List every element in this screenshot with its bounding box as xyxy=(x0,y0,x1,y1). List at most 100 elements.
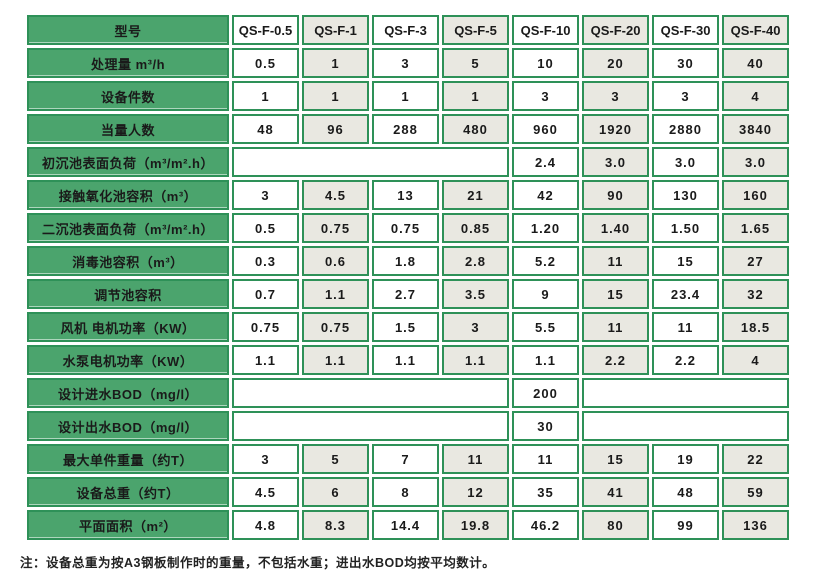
value-cell: 1.50 xyxy=(652,213,719,243)
value-cell: 11 xyxy=(442,444,509,474)
value-cell: 27 xyxy=(722,246,789,276)
value-cell: 3 xyxy=(232,444,299,474)
model-col-header: QS-F-0.5 xyxy=(232,15,299,45)
table-row: 消毒池容积（m³） 0.3 0.6 1.8 2.8 5.2 11 15 27 xyxy=(27,246,789,276)
value-cell: 19 xyxy=(652,444,719,474)
value-cell: 0.75 xyxy=(372,213,439,243)
value-cell: 0.5 xyxy=(232,213,299,243)
row-label-cell: 平面面积（m²） xyxy=(27,510,229,540)
value-cell: 1.8 xyxy=(372,246,439,276)
value-cell: 1.1 xyxy=(442,345,509,375)
row-label-cell: 当量人数 xyxy=(27,114,229,144)
row-label-cell: 二沉池表面负荷（m³/m².h） xyxy=(27,213,229,243)
row-label-cell: 接触氧化池容积（m³） xyxy=(27,180,229,210)
value-cell: 4 xyxy=(722,345,789,375)
value-cell: 480 xyxy=(442,114,509,144)
value-cell: 2.4 xyxy=(512,147,579,177)
value-cell: 960 xyxy=(512,114,579,144)
table-row: 设计出水BOD（mg/l） 30 xyxy=(27,411,789,441)
value-cell: 80 xyxy=(582,510,649,540)
value-cell: 4.5 xyxy=(232,477,299,507)
value-cell: 30 xyxy=(512,411,579,441)
table-row: 设备总重（约T） 4.5 6 8 12 35 41 48 59 xyxy=(27,477,789,507)
value-cell: 11 xyxy=(582,312,649,342)
table-row: 平面面积（m²） 4.8 8.3 14.4 19.8 46.2 80 99 13… xyxy=(27,510,789,540)
table-row: 当量人数 48 96 288 480 960 1920 2880 3840 xyxy=(27,114,789,144)
value-cell: 3.5 xyxy=(442,279,509,309)
value-cell: 15 xyxy=(652,246,719,276)
value-cell: 48 xyxy=(232,114,299,144)
value-cell: 1920 xyxy=(582,114,649,144)
row-label-cell: 消毒池容积（m³） xyxy=(27,246,229,276)
value-cell: 200 xyxy=(512,378,579,408)
value-cell: 99 xyxy=(652,510,719,540)
value-cell: 13 xyxy=(372,180,439,210)
row-label-cell: 设备件数 xyxy=(27,81,229,111)
note-text: 注：设备总重为按A3钢板制作时的重量，不包括水重；进出水BOD均按平均数计。 xyxy=(20,556,496,570)
value-cell: 10 xyxy=(512,48,579,78)
value-cell: 160 xyxy=(722,180,789,210)
row-label-cell: 水泵电机功率（KW） xyxy=(27,345,229,375)
value-cell: 19.8 xyxy=(442,510,509,540)
value-cell: 4 xyxy=(722,81,789,111)
value-cell: 130 xyxy=(652,180,719,210)
row-label-cell: 调节池容积 xyxy=(27,279,229,309)
row-label-cell: 风机 电机功率（KW） xyxy=(27,312,229,342)
value-cell: 1.5 xyxy=(372,312,439,342)
model-col-header: QS-F-30 xyxy=(652,15,719,45)
value-cell: 3 xyxy=(442,312,509,342)
value-cell: 0.75 xyxy=(232,312,299,342)
empty-cell xyxy=(582,411,789,441)
value-cell: 0.3 xyxy=(232,246,299,276)
value-cell: 3 xyxy=(582,81,649,111)
value-cell: 48 xyxy=(652,477,719,507)
value-cell: 0.6 xyxy=(302,246,369,276)
value-cell: 0.5 xyxy=(232,48,299,78)
value-cell: 2.8 xyxy=(442,246,509,276)
value-cell: 96 xyxy=(302,114,369,144)
value-cell: 41 xyxy=(582,477,649,507)
value-cell: 0.75 xyxy=(302,312,369,342)
table-row: 处理量 m³/h 0.5 1 3 5 10 20 30 40 xyxy=(27,48,789,78)
value-cell: 3.0 xyxy=(582,147,649,177)
table-row: 调节池容积 0.7 1.1 2.7 3.5 9 15 23.4 32 xyxy=(27,279,789,309)
value-cell: 3 xyxy=(232,180,299,210)
value-cell: 9 xyxy=(512,279,579,309)
value-cell: 1 xyxy=(302,48,369,78)
value-cell: 32 xyxy=(722,279,789,309)
model-col-header: QS-F-1 xyxy=(302,15,369,45)
value-cell: 11 xyxy=(652,312,719,342)
value-cell: 8 xyxy=(372,477,439,507)
table-row: 设备件数 1 1 1 1 3 3 3 4 xyxy=(27,81,789,111)
model-col-header: QS-F-40 xyxy=(722,15,789,45)
value-cell: 1 xyxy=(232,81,299,111)
value-cell: 136 xyxy=(722,510,789,540)
value-cell: 0.75 xyxy=(302,213,369,243)
value-cell: 1.20 xyxy=(512,213,579,243)
value-cell: 0.7 xyxy=(232,279,299,309)
value-cell: 5 xyxy=(442,48,509,78)
value-cell: 1 xyxy=(372,81,439,111)
value-cell: 35 xyxy=(512,477,579,507)
value-cell: 6 xyxy=(302,477,369,507)
value-cell: 12 xyxy=(442,477,509,507)
value-cell: 40 xyxy=(722,48,789,78)
value-cell: 15 xyxy=(582,444,649,474)
row-label-cell: 设备总重（约T） xyxy=(27,477,229,507)
value-cell: 3 xyxy=(512,81,579,111)
table-row: 二沉池表面负荷（m³/m².h） 0.5 0.75 0.75 0.85 1.20… xyxy=(27,213,789,243)
value-cell: 18.5 xyxy=(722,312,789,342)
value-cell: 15 xyxy=(582,279,649,309)
value-cell: 1.1 xyxy=(512,345,579,375)
table-row: 水泵电机功率（KW） 1.1 1.1 1.1 1.1 1.1 2.2 2.2 4 xyxy=(27,345,789,375)
value-cell: 11 xyxy=(512,444,579,474)
value-cell: 1.1 xyxy=(302,345,369,375)
value-cell: 3 xyxy=(372,48,439,78)
value-cell: 3.0 xyxy=(722,147,789,177)
table-row: 最大单件重量（约T） 3 5 7 11 11 15 19 22 xyxy=(27,444,789,474)
value-cell: 2880 xyxy=(652,114,719,144)
value-cell: 46.2 xyxy=(512,510,579,540)
value-cell: 4.8 xyxy=(232,510,299,540)
value-cell: 7 xyxy=(372,444,439,474)
